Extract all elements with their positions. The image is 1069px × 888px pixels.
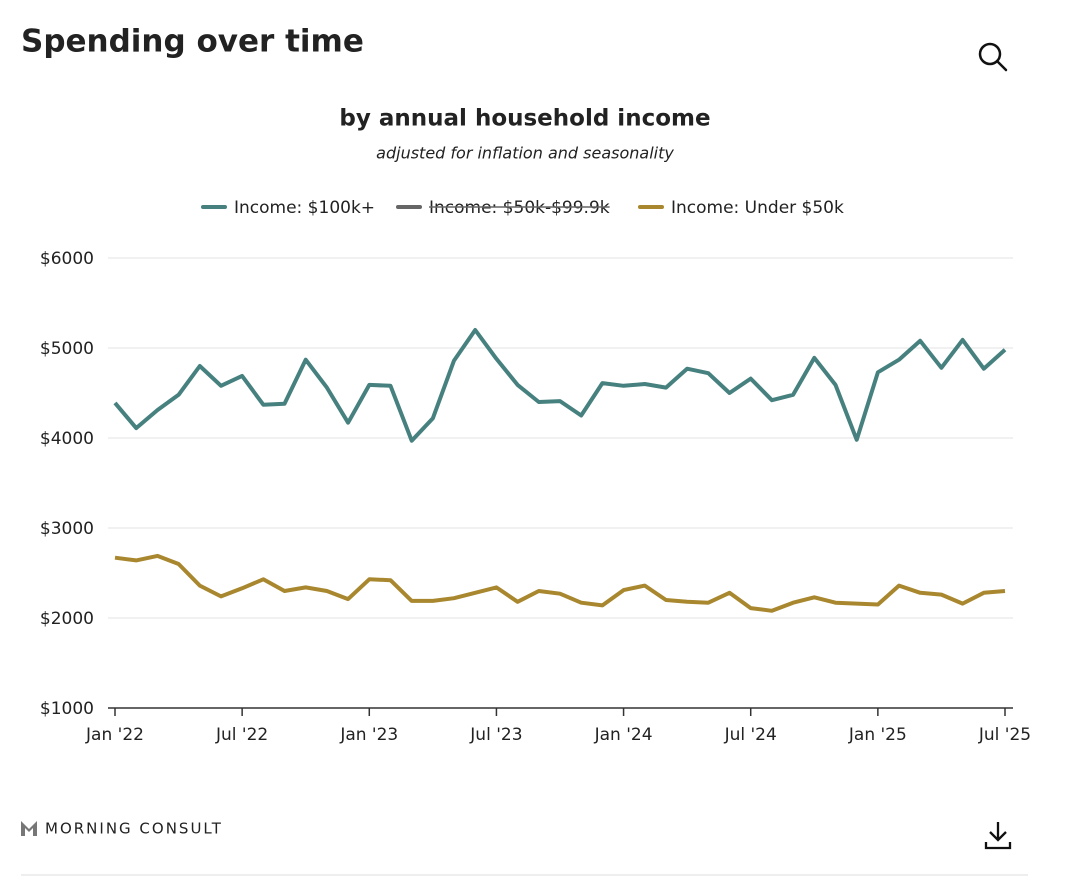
- brand-logo: [21, 821, 37, 836]
- chart-title: by annual household income: [339, 106, 710, 132]
- x-tick-label: Jul '25: [978, 725, 1031, 745]
- x-tick-label: Jul '23: [469, 725, 522, 745]
- x-tick-label: Jan '24: [594, 725, 653, 745]
- x-tick-label: Jan '22: [85, 725, 144, 745]
- y-tick-label: $3000: [40, 519, 94, 539]
- x-tick-label: Jan '25: [848, 725, 907, 745]
- series-line: [114, 553, 1006, 613]
- y-tick-label: $2000: [40, 609, 94, 629]
- chart-subtitle: adjusted for inflation and seasonality: [376, 144, 674, 163]
- x-tick-label: Jan '23: [339, 725, 398, 745]
- page-title: Spending over time: [21, 24, 364, 60]
- y-tick-label: $1000: [40, 699, 94, 719]
- legend-label[interactable]: Income: Under $50k: [671, 198, 844, 218]
- x-tick-label: Jul '22: [215, 725, 268, 745]
- brand-name: MORNING CONSULT: [45, 820, 223, 838]
- legend-label[interactable]: Income: $100k+: [234, 198, 375, 218]
- series-line: [113, 328, 1007, 443]
- y-tick-label: $4000: [40, 429, 94, 449]
- download-icon[interactable]: [984, 822, 1012, 850]
- search-icon[interactable]: [978, 42, 1008, 72]
- x-tick-label: Jul '24: [724, 725, 777, 745]
- legend-label[interactable]: Income: $50k-$99.9k: [429, 198, 610, 218]
- y-tick-label: $6000: [40, 249, 94, 269]
- y-tick-label: $5000: [40, 339, 94, 359]
